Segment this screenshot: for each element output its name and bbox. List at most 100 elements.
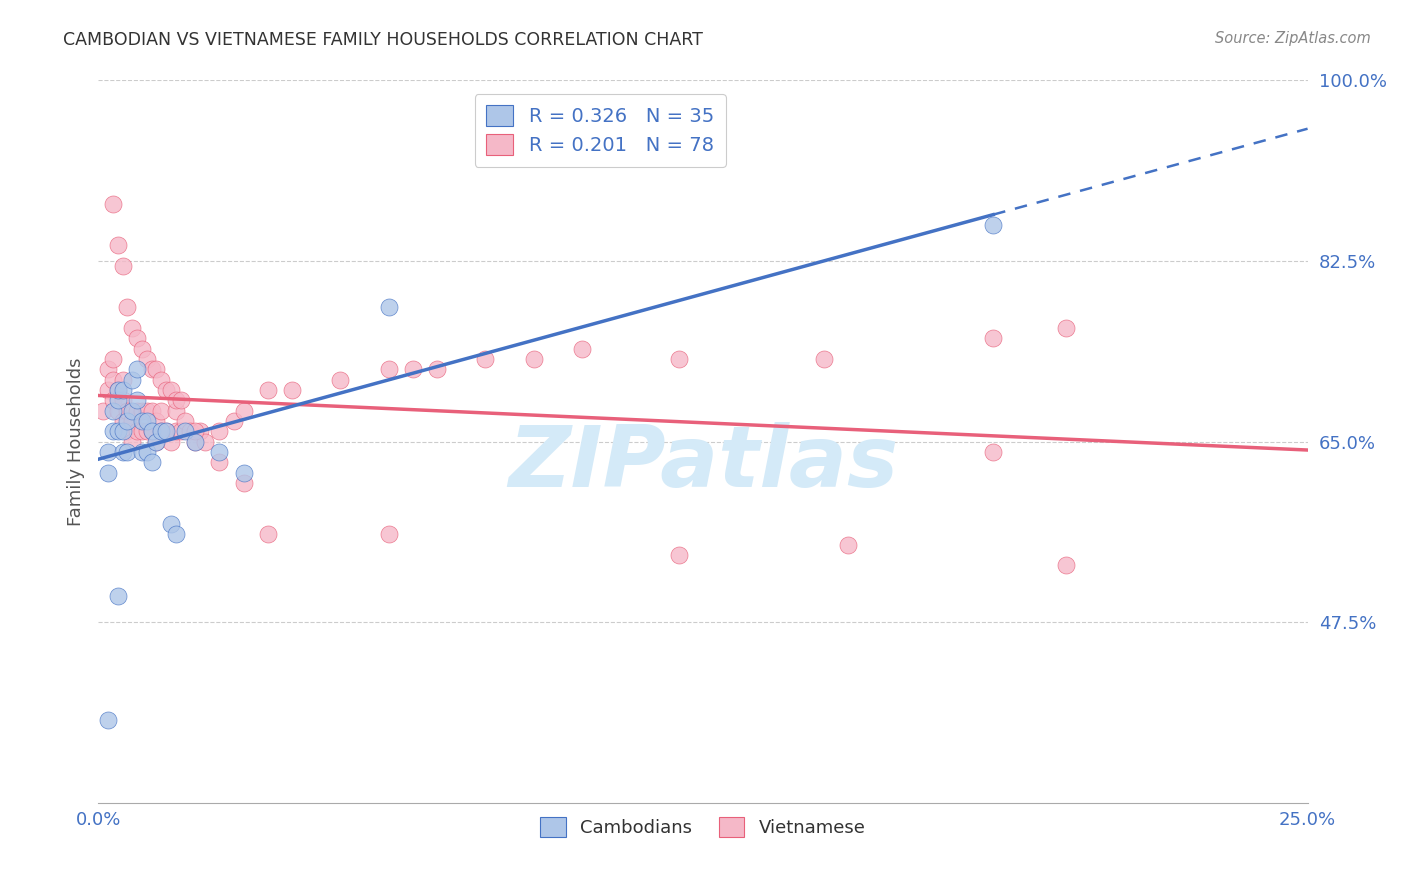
Point (256, 383, 278, 397)
Point (232, 475, 254, 490)
Point (111, 424, 134, 438)
Point (155, 383, 177, 397)
Point (160, 434, 183, 449)
Text: CAMBODIAN VS VIETNAMESE FAMILY HOUSEHOLDS CORRELATION CHART: CAMBODIAN VS VIETNAMESE FAMILY HOUSEHOLD… (63, 31, 703, 49)
Point (523, 351, 546, 366)
Point (150, 373, 173, 387)
Point (131, 403, 153, 417)
Point (107, 383, 129, 397)
Point (101, 403, 124, 417)
Point (121, 321, 143, 335)
Point (668, 351, 690, 366)
Point (1054, 558, 1077, 573)
Point (97, 445, 120, 459)
Point (668, 548, 690, 562)
Point (117, 424, 139, 438)
Point (222, 414, 245, 428)
Point (141, 455, 163, 469)
Point (117, 301, 139, 315)
Point (127, 393, 149, 408)
Point (571, 342, 593, 356)
Point (165, 424, 187, 438)
Point (145, 414, 167, 428)
Point (377, 362, 399, 376)
Point (111, 383, 134, 397)
Point (111, 393, 134, 408)
Point (165, 393, 187, 408)
Point (131, 445, 153, 459)
Point (837, 538, 859, 552)
Point (97, 466, 120, 480)
Point (208, 424, 231, 438)
Point (150, 403, 173, 417)
Point (101, 424, 124, 438)
Point (127, 403, 149, 417)
Point (813, 351, 835, 366)
Point (232, 403, 254, 417)
Point (111, 445, 134, 459)
Point (107, 590, 129, 604)
Point (256, 527, 278, 541)
Point (208, 455, 231, 469)
Point (101, 373, 124, 387)
Point (121, 414, 143, 428)
Point (117, 445, 139, 459)
Point (141, 424, 163, 438)
Point (107, 403, 129, 417)
Point (127, 424, 149, 438)
Point (111, 373, 134, 387)
Point (377, 301, 399, 315)
Text: ZIPatlas: ZIPatlas (508, 422, 898, 505)
Point (145, 434, 167, 449)
Point (141, 424, 163, 438)
Legend: Cambodians, Vietnamese: Cambodians, Vietnamese (533, 810, 873, 845)
Point (135, 351, 157, 366)
Point (169, 393, 191, 408)
Point (150, 424, 173, 438)
Point (145, 434, 167, 449)
Point (141, 403, 163, 417)
Point (107, 238, 129, 252)
Point (981, 218, 1004, 232)
Point (377, 527, 399, 541)
Point (179, 424, 201, 438)
Point (145, 362, 167, 376)
Point (127, 331, 149, 345)
Point (160, 383, 183, 397)
Point (111, 414, 134, 428)
Point (150, 424, 173, 438)
Point (101, 393, 124, 408)
Point (101, 197, 124, 211)
Point (121, 373, 143, 387)
Y-axis label: Family Households: Family Households (66, 358, 84, 525)
Point (981, 331, 1004, 345)
Point (97, 362, 120, 376)
Point (426, 362, 449, 376)
Text: Source: ZipAtlas.com: Source: ZipAtlas.com (1215, 31, 1371, 46)
Point (121, 403, 143, 417)
Point (97, 713, 120, 727)
Point (107, 424, 129, 438)
Point (155, 424, 177, 438)
Point (97, 383, 120, 397)
Point (107, 383, 129, 397)
Point (184, 424, 207, 438)
Point (184, 434, 207, 449)
Point (135, 424, 157, 438)
Point (135, 403, 157, 417)
Point (402, 362, 425, 376)
Point (135, 414, 157, 428)
Point (117, 414, 139, 428)
Point (208, 445, 231, 459)
Point (131, 414, 153, 428)
Point (184, 434, 207, 449)
Point (127, 362, 149, 376)
Point (232, 466, 254, 480)
Point (107, 393, 129, 408)
Point (111, 259, 134, 273)
Point (160, 517, 183, 532)
Point (117, 403, 139, 417)
Point (981, 445, 1004, 459)
Point (474, 351, 496, 366)
Point (174, 424, 197, 438)
